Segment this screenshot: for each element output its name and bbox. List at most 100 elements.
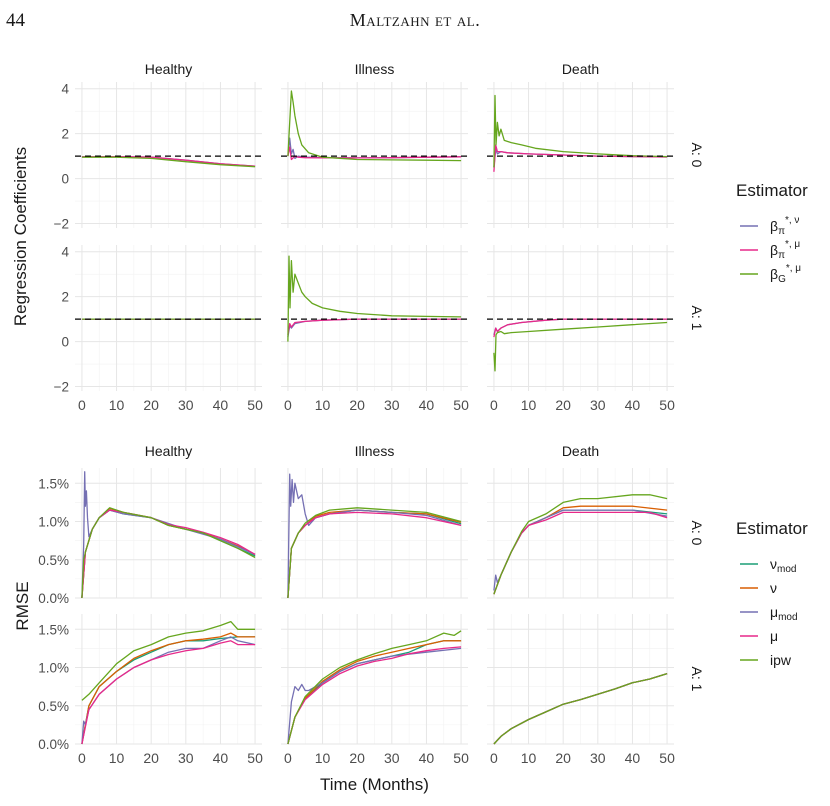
y-axis-title: Regression Coefficients <box>11 147 30 326</box>
legend-label: νmod <box>770 556 796 575</box>
y-tick-label: 0.0% <box>38 737 69 752</box>
x-tick-label: 50 <box>453 750 469 766</box>
panel-healthy-row2 <box>75 245 262 391</box>
legend-label: μmod <box>770 604 798 623</box>
column-label: Illness <box>355 443 395 459</box>
x-tick-label: 40 <box>419 397 435 413</box>
panel-death-row2 <box>487 245 674 391</box>
panel-death-row2 <box>487 614 674 745</box>
row-label: A: 0 <box>689 143 705 168</box>
series-line <box>493 494 668 595</box>
x-tick-label: 10 <box>109 397 125 413</box>
legend: Estimator νmod ν μmod μ ipw <box>736 519 808 668</box>
x-tick-label: 0 <box>490 750 498 766</box>
panel-death-row1 <box>487 468 674 599</box>
x-tick-label: 40 <box>419 750 435 766</box>
x-tick-label: 10 <box>315 750 331 766</box>
x-tick-label: 40 <box>213 397 229 413</box>
x-tick-label: 50 <box>247 397 263 413</box>
panel-death-row1 <box>487 82 674 228</box>
row-label: A: 1 <box>689 667 705 692</box>
series-line <box>81 620 256 701</box>
series-line <box>287 473 462 599</box>
page-number: 44 <box>6 10 25 31</box>
series-line <box>287 146 462 161</box>
series-line <box>81 156 256 168</box>
y-tick-label: 2 <box>61 290 69 305</box>
series-line <box>287 647 462 745</box>
column-label: Death <box>562 61 599 77</box>
x-tick-label: 20 <box>143 397 159 413</box>
x-tick-label: 10 <box>521 750 537 766</box>
y-tick-label: 1.0% <box>38 661 69 676</box>
chart-1: Healthy Illness Death A: 0 A: 1 −2 0 2 4 −2 0 2 40 10… <box>11 61 808 413</box>
x-tick-label: 10 <box>109 750 125 766</box>
x-tick-label: 30 <box>384 750 400 766</box>
row-label: A: 0 <box>689 521 705 546</box>
y-tick-label: 0.5% <box>38 699 69 714</box>
y-tick-label: 2 <box>61 127 69 142</box>
legend-label: ν <box>770 580 777 596</box>
x-tick-label: 30 <box>178 397 194 413</box>
row-label: A: 1 <box>689 306 705 331</box>
series-line <box>493 144 668 172</box>
panel-illness-row1 <box>281 82 468 228</box>
x-tick-label: 40 <box>625 397 641 413</box>
series-line <box>81 640 256 745</box>
chart-2: Healthy Illness Death A: 0 A: 1 0.0% 0.5% 1.0% 1… <box>13 443 808 794</box>
page-header: 44 Maltzahn et al. <box>0 0 830 40</box>
legend-label: ipw <box>770 652 792 668</box>
legend: Estimator βπ*, νβπ*, μβG*, μ <box>736 181 808 285</box>
x-tick-label: 50 <box>453 397 469 413</box>
x-tick-label: 20 <box>555 750 571 766</box>
column-label: Healthy <box>145 443 192 459</box>
legend-label: βπ*, μ <box>770 239 800 261</box>
panel-healthy-row1 <box>75 82 262 228</box>
column-label: Illness <box>355 61 395 77</box>
y-tick-label: 4 <box>61 82 69 97</box>
panel-illness-row1 <box>281 468 468 599</box>
series-line <box>287 507 462 599</box>
y-tick-label: 1.5% <box>38 476 69 491</box>
series-line <box>287 318 462 335</box>
x-tick-label: 30 <box>178 750 194 766</box>
series-line <box>493 94 668 168</box>
x-axis-title: Time (Months) <box>320 775 429 794</box>
series-line <box>287 255 462 342</box>
x-tick-label: 30 <box>590 750 606 766</box>
legend-title: Estimator <box>736 519 808 538</box>
series-line <box>287 90 462 162</box>
column-label: Death <box>562 443 599 459</box>
x-tick-label: 20 <box>555 397 571 413</box>
y-tick-label: 0.5% <box>38 553 69 568</box>
x-tick-label: 10 <box>315 397 331 413</box>
x-tick-label: 0 <box>284 397 292 413</box>
legend-label: μ <box>770 628 778 644</box>
y-tick-label: 0 <box>61 172 69 187</box>
legend-title: Estimator <box>736 181 808 200</box>
x-tick-label: 30 <box>590 397 606 413</box>
x-tick-label: 20 <box>349 397 365 413</box>
series-line <box>287 630 462 745</box>
panel-illness-row2 <box>281 614 468 745</box>
y-tick-label: 1.5% <box>38 622 69 637</box>
y-tick-label: 0 <box>61 335 69 350</box>
y-axis-title: RMSE <box>13 581 32 630</box>
running-head: Maltzahn et al. <box>349 10 481 30</box>
series-line <box>81 507 256 599</box>
x-tick-label: 0 <box>284 750 292 766</box>
x-tick-label: 20 <box>349 750 365 766</box>
y-tick-label: −2 <box>54 380 69 395</box>
x-tick-label: 20 <box>143 750 159 766</box>
x-tick-label: 50 <box>659 397 675 413</box>
legend-label: βG*, μ <box>770 263 801 285</box>
y-tick-label: 1.0% <box>38 515 69 530</box>
panel-illness-row2 <box>281 245 468 391</box>
column-label: Healthy <box>145 61 192 77</box>
y-tick-label: −2 <box>54 217 69 232</box>
y-tick-label: 0.0% <box>38 591 69 606</box>
series-line <box>81 632 256 745</box>
x-tick-label: 0 <box>78 397 86 413</box>
x-tick-label: 40 <box>213 750 229 766</box>
